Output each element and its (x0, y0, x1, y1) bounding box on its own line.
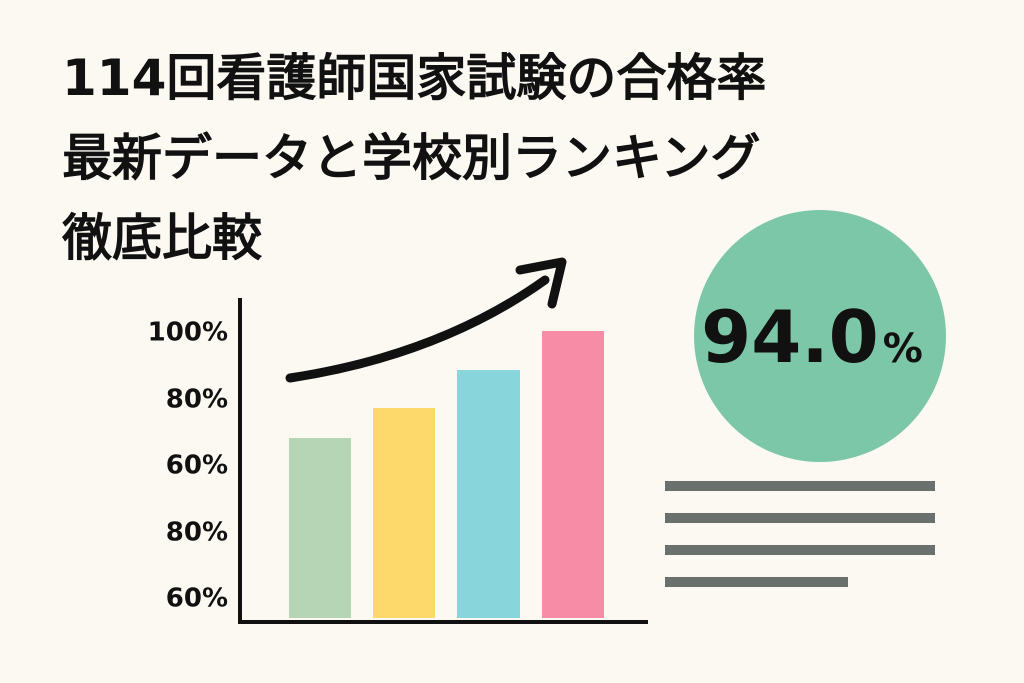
bar (373, 408, 435, 618)
title-line: 114回看護師国家試験の合格率 (62, 49, 766, 107)
text-placeholder (665, 481, 935, 587)
axis-label: 80% (166, 385, 228, 415)
badge-circle (694, 210, 946, 462)
badge: 94.0% (701, 295, 923, 379)
title-line: 最新データと学校別ランキング (62, 129, 761, 187)
bar (457, 370, 520, 618)
bar (542, 331, 604, 618)
trend-arrow (285, 275, 550, 383)
chart-illustration: 100% 80% 60% 80% 60% (148, 257, 648, 624)
axis-label: 100% (148, 318, 228, 348)
bar (289, 438, 351, 618)
badge-unit: % (883, 326, 923, 372)
axis-label: 80% (166, 518, 228, 548)
title-line: 徹底比較 (61, 209, 263, 267)
axis-label: 60% (166, 584, 228, 614)
badge-value: 94.0 (701, 295, 879, 379)
arrow-head (515, 257, 567, 309)
axis-label: 60% (166, 451, 228, 481)
